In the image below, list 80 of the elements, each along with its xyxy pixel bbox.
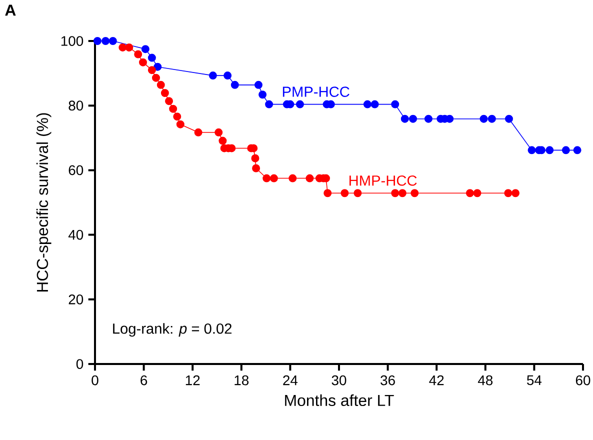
point xyxy=(134,50,142,58)
point xyxy=(173,112,182,121)
point xyxy=(528,146,536,154)
point xyxy=(324,189,332,198)
x-tick-label: 18 xyxy=(234,375,249,386)
x-tick-label: 60 xyxy=(576,375,590,386)
point xyxy=(154,62,162,71)
point xyxy=(252,164,260,172)
x-tick-label: 24 xyxy=(283,375,298,386)
point xyxy=(141,45,150,54)
series-label: PMP-HCC xyxy=(282,86,350,97)
point xyxy=(504,189,512,198)
point xyxy=(488,114,496,123)
text: A xyxy=(5,4,16,16)
point xyxy=(370,100,379,108)
point xyxy=(262,174,271,182)
point xyxy=(306,174,314,182)
y-axis-title: HCC-specific survival (%) xyxy=(36,113,52,292)
annotation: Log-rank: p = 0.02 xyxy=(113,323,232,337)
y-tick-label: 0 xyxy=(76,359,84,369)
y-tick-label: 40 xyxy=(68,230,84,240)
point xyxy=(511,189,520,198)
point xyxy=(148,66,156,74)
point xyxy=(176,120,184,128)
point xyxy=(152,74,160,82)
x-axis-title: Months after LT xyxy=(285,394,394,406)
point xyxy=(214,128,223,136)
point xyxy=(363,100,372,108)
point xyxy=(573,146,582,154)
point xyxy=(296,100,304,108)
point xyxy=(160,89,169,97)
point xyxy=(148,54,156,62)
point xyxy=(108,36,117,45)
point xyxy=(169,104,178,113)
point xyxy=(480,114,488,123)
point xyxy=(504,114,513,123)
y-tick-label: 80 xyxy=(68,100,84,111)
point xyxy=(473,189,482,198)
point xyxy=(165,97,174,106)
point xyxy=(409,114,418,123)
x-tick-label: 0 xyxy=(92,375,98,386)
point xyxy=(562,146,570,154)
point xyxy=(410,189,419,198)
point xyxy=(258,90,267,99)
point xyxy=(354,189,362,198)
point xyxy=(230,80,239,89)
point xyxy=(398,189,406,198)
x-tick-label: 36 xyxy=(380,375,395,386)
x-tick-label: 30 xyxy=(332,375,346,386)
y-tick-label: 20 xyxy=(68,294,84,304)
point xyxy=(265,100,274,108)
point xyxy=(546,146,554,154)
series-label: HMP-HCC xyxy=(350,175,417,186)
x-tick-label: 48 xyxy=(478,375,493,386)
point xyxy=(466,189,474,198)
point xyxy=(125,43,134,52)
point xyxy=(93,36,102,45)
point xyxy=(156,80,165,89)
point xyxy=(208,72,217,80)
y-tick-label: 100 xyxy=(61,36,84,46)
point xyxy=(251,154,260,162)
point xyxy=(224,72,232,80)
point xyxy=(424,114,432,123)
point xyxy=(340,189,349,198)
point xyxy=(270,174,278,182)
point xyxy=(400,114,409,123)
point xyxy=(138,58,147,66)
point xyxy=(254,80,262,89)
x-tick-label: 42 xyxy=(429,375,444,386)
point xyxy=(102,36,110,45)
point xyxy=(118,43,127,52)
point xyxy=(218,136,227,145)
y-tick-label: 60 xyxy=(68,165,84,176)
x-tick-label: 12 xyxy=(186,375,200,386)
point xyxy=(194,128,202,136)
point xyxy=(288,174,297,182)
point xyxy=(391,189,400,198)
x-tick-label: 6 xyxy=(140,375,148,386)
point xyxy=(391,100,400,108)
x-tick-label: 54 xyxy=(527,375,542,386)
